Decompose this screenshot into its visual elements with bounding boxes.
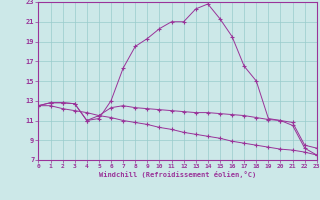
X-axis label: Windchill (Refroidissement éolien,°C): Windchill (Refroidissement éolien,°C) [99, 171, 256, 178]
